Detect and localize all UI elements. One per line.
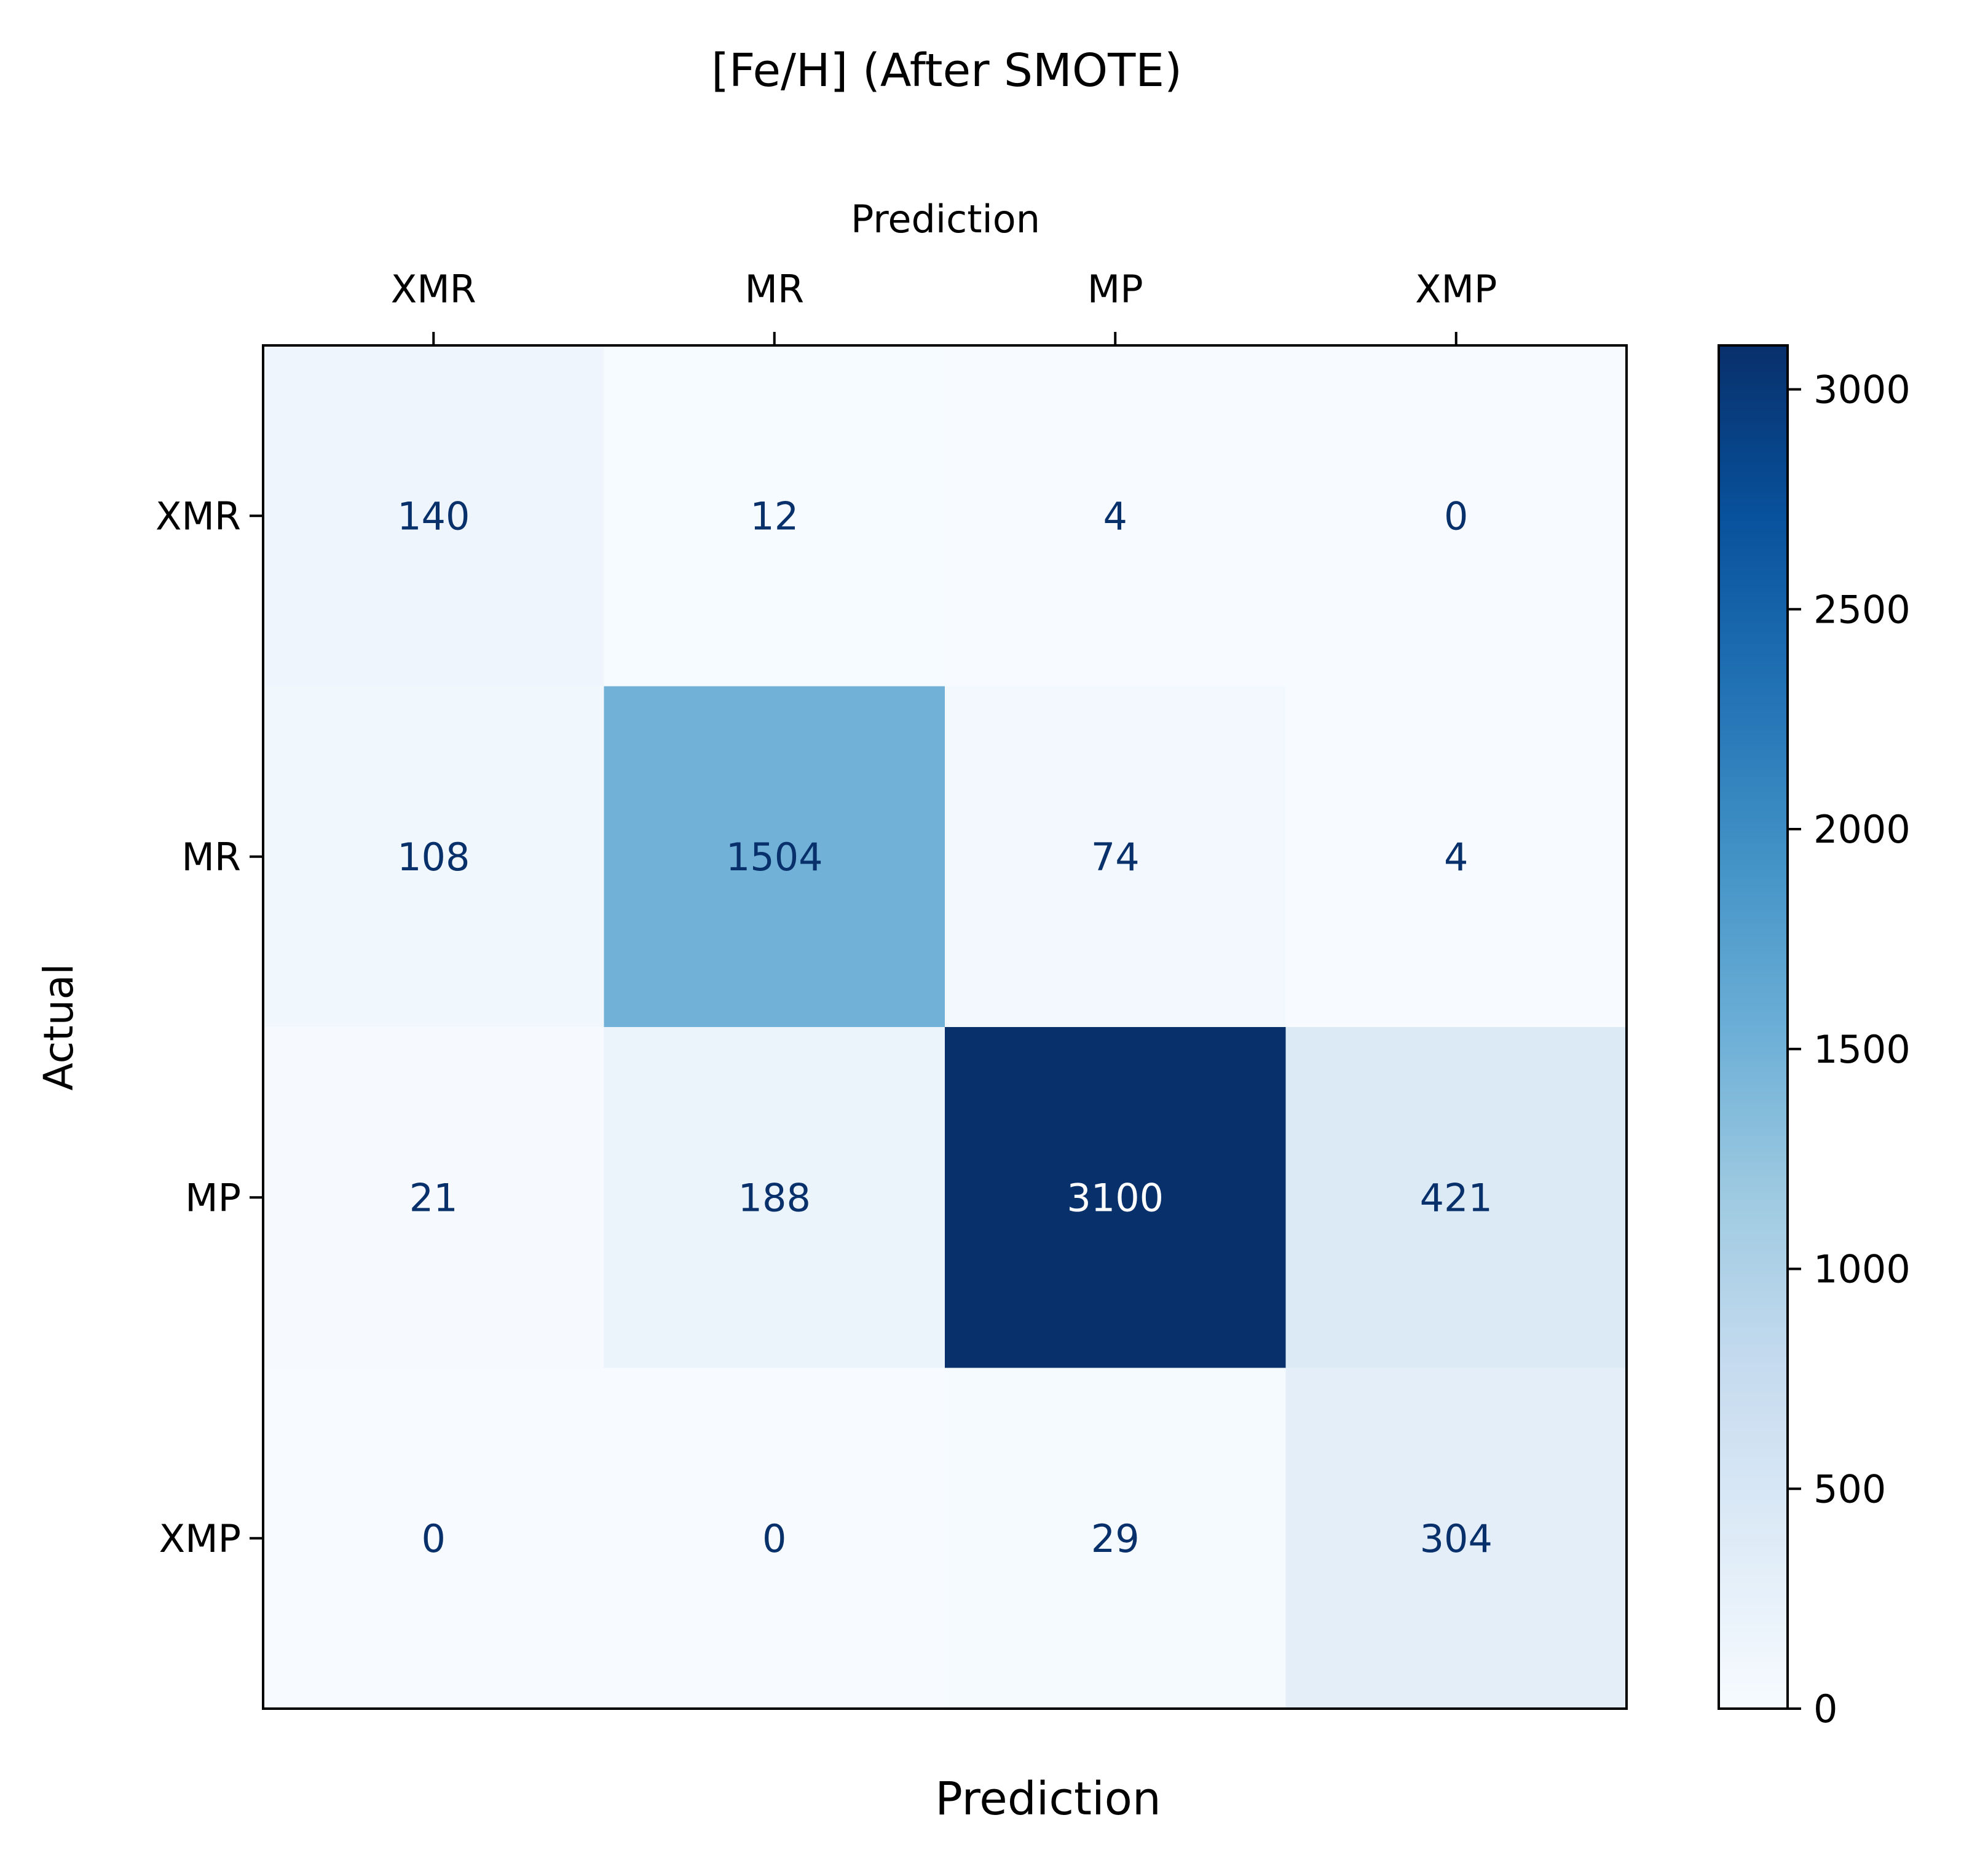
colorbar-gradient [1718,344,1789,1710]
colorbar-tick-label: 3000 [1813,368,1911,412]
heatmap-cell [1285,1027,1627,1368]
heatmap-cell [263,1368,604,1709]
heatmap-cell [1285,686,1627,1028]
x-tick-label: XMR [391,267,476,312]
heatmap-cell [945,1368,1286,1709]
cell-value-label: 108 [397,835,470,880]
cell-value-label: 3100 [1067,1175,1164,1220]
heatmap-cell [945,1027,1286,1368]
cell-value-label: 421 [1420,1175,1493,1220]
heatmap-cell [945,345,1286,687]
colorbar-tick-label: 500 [1813,1466,1886,1511]
y-tick-label: XMR [156,494,241,538]
heatmap-cell [263,686,604,1028]
colorbar-tick-label: 1000 [1813,1247,1911,1292]
heatmap-cell [604,1027,945,1368]
x-tick-label: MP [1087,267,1143,312]
y-axis-label: Actual [35,964,82,1091]
cell-value-label: 140 [397,494,470,538]
x-tick-label: MR [744,267,804,312]
colorbar-tick-label: 0 [1813,1687,1837,1731]
cell-value-label: 188 [738,1175,811,1220]
x-axis-label: Prediction [935,1773,1161,1825]
heatmap-cell [945,686,1286,1028]
y-tick-label: MP [185,1175,241,1220]
cell-value-label: 21 [409,1175,458,1220]
chart-title: [Fe/H] (After SMOTE) [711,44,1182,97]
top-axis-label: Prediction [851,197,1040,242]
x-axis-ticks: XMR MR MP XMP [391,267,1497,345]
heatmap-cell [1285,345,1627,687]
colorbar-ticks: 0 500 1000 1500 2000 2500 3000 [1788,368,1911,1731]
y-axis-ticks: XMR MR MP XMP [156,494,263,1561]
cell-value-label: 304 [1420,1516,1493,1561]
colorbar-tick-label: 2500 [1813,587,1911,632]
cell-value-label: 29 [1091,1516,1140,1561]
colorbar-tick-label: 1500 [1813,1027,1911,1072]
heatmap-cell [263,345,604,687]
heatmap-cell [604,345,945,687]
cell-value-label: 12 [750,494,799,538]
heatmap-cell [263,1027,604,1368]
cell-value-label: 0 [762,1516,786,1561]
x-tick-label: XMP [1415,267,1497,312]
colorbar-tick-label: 2000 [1813,807,1911,852]
heatmap-cell [604,686,945,1028]
heatmap-cells [263,345,1627,1709]
heatmap-cell [604,1368,945,1709]
heatmap-cell [1285,1368,1627,1709]
y-tick-label: MR [181,835,241,880]
cell-value-label: 74 [1091,835,1140,880]
cell-value-label: 0 [422,1516,446,1561]
cell-value-label: 0 [1444,494,1468,538]
cell-value-label: 1504 [726,835,823,880]
plot-frame [262,344,1628,1710]
cell-value-label: 4 [1103,494,1127,538]
y-tick-label: XMP [159,1516,241,1561]
cell-value-label: 4 [1444,835,1468,880]
